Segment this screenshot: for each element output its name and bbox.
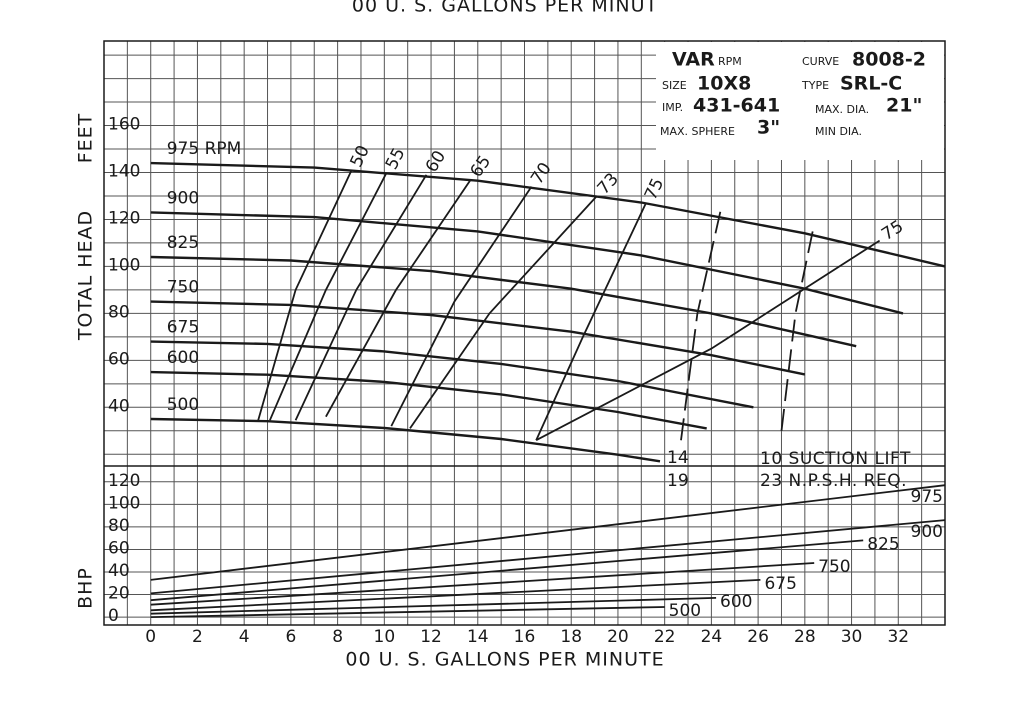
head-curve <box>150 300 806 376</box>
curve-label: 750 <box>167 278 199 298</box>
curve-label: 675 <box>167 318 199 338</box>
y2-tick-label: 120 <box>108 471 140 491</box>
x-tick-label: 30 <box>841 627 863 647</box>
info-size: 10X8 <box>697 73 751 95</box>
curve-label: 600 <box>167 348 199 368</box>
annotation: 10 SUCTION LIFT <box>760 449 911 469</box>
x-tick-label: 10 <box>374 627 396 647</box>
info-imp-label: IMP. <box>662 101 683 114</box>
info-type-label: TYPE <box>801 79 829 92</box>
efficiency-curve <box>269 172 388 421</box>
info-max-sphere: 3" <box>757 117 780 139</box>
head-curve <box>150 211 904 315</box>
bhp-curve <box>150 562 815 606</box>
info-max-dia: 21" <box>886 95 922 117</box>
info-curve: 8008-2 <box>852 49 926 71</box>
curve-label: 900 <box>911 522 943 542</box>
info-box: VAR RPM CURVE 8008-2 SIZE 10X8 TYPE SRL-… <box>656 42 944 160</box>
efficiency-curve <box>257 169 353 421</box>
y-axis-unit: FEET <box>75 113 97 164</box>
head-curve <box>150 370 707 430</box>
x-tick-label: 24 <box>701 627 723 647</box>
y2-tick-label: 80 <box>108 516 130 536</box>
y-tick-label: 100 <box>108 255 140 275</box>
efficiency-curve <box>409 195 598 429</box>
y2-tick-label: 100 <box>108 493 140 513</box>
x-tick-label: 14 <box>467 627 489 647</box>
curve-label: 825 <box>867 534 899 554</box>
bhp-curve <box>150 597 717 615</box>
curve-label: 500 <box>669 601 701 621</box>
npsh-curve <box>680 209 722 441</box>
npsh-curve <box>780 223 816 431</box>
y2-tick-label: 60 <box>108 538 130 558</box>
info-rpm-unit: RPM <box>718 55 742 68</box>
x-tick-label: 18 <box>560 627 582 647</box>
x-tick-label: 8 <box>332 627 343 647</box>
bhp-curve <box>150 519 946 595</box>
x-tick-label: 28 <box>794 627 816 647</box>
bhp-curve <box>150 539 864 602</box>
y-tick-label: 40 <box>108 396 130 416</box>
y-axis-label: TOTAL HEAD <box>75 210 97 341</box>
y2-tick-label: 20 <box>108 584 130 604</box>
y-tick-label: 80 <box>108 302 130 322</box>
x-tick-label: 20 <box>607 627 629 647</box>
top-label: 00 U. S. GALLONS PER MINUT <box>352 0 658 17</box>
x-tick-label: 16 <box>514 627 536 647</box>
head-curve <box>150 255 857 348</box>
efficiency-curve <box>390 186 533 427</box>
x-tick-label: 0 <box>145 627 156 647</box>
curve-label: 975 <box>911 487 943 507</box>
info-imp: 431-641 <box>693 95 780 117</box>
y2-axis-label: BHP <box>75 567 97 609</box>
curve-label: 675 <box>764 574 796 594</box>
curve-label: 975 RPM <box>167 139 242 159</box>
y2-tick-label: 0 <box>108 606 119 626</box>
npsh-label: 19 <box>667 471 689 491</box>
x-tick-label: 2 <box>192 627 203 647</box>
curve-label: 750 <box>818 557 850 577</box>
curve-label: 600 <box>720 592 752 612</box>
efficiency-curve <box>294 174 428 421</box>
info-max-dia-label: MAX. DIA. <box>815 103 869 116</box>
y-tick-label: 60 <box>108 349 130 369</box>
plot-frame <box>103 40 946 626</box>
annotation: 23 N.P.S.H. REQ. <box>760 471 907 491</box>
y2-tick-label: 40 <box>108 561 130 581</box>
info-background <box>656 42 944 160</box>
bhp-curve <box>150 579 761 612</box>
x-tick-label: 4 <box>239 627 250 647</box>
info-max-sphere-label: MAX. SPHERE <box>660 125 735 138</box>
bhp-curve <box>150 484 946 581</box>
head-curve <box>150 417 661 463</box>
npsh-label: 14 <box>667 448 689 468</box>
bhp-curve <box>150 606 665 618</box>
info-rpm: VAR <box>672 49 715 71</box>
curves <box>150 161 946 618</box>
y-tick-label: 160 <box>108 115 140 135</box>
x-tick-label: 32 <box>887 627 909 647</box>
y-tick-label: 140 <box>108 161 140 181</box>
head-curve <box>150 161 946 268</box>
curve-label: 900 <box>167 188 199 208</box>
info-min-dia-label: MIN DIA. <box>815 125 862 138</box>
x-tick-label: 26 <box>747 627 769 647</box>
info-size-label: SIZE <box>662 79 687 92</box>
info-curve-label: CURVE <box>802 55 839 68</box>
x-tick-label: 6 <box>285 627 296 647</box>
info-type: SRL-C <box>840 73 902 95</box>
labels: 0 2 4 6 8 10 12 14 16 18 20 22 24 26 28 30 3240608010012… <box>108 115 943 647</box>
y-tick-label: 120 <box>108 208 140 228</box>
efficiency-curve <box>535 202 647 441</box>
x-tick-label: 12 <box>420 627 442 647</box>
efficiency-curve <box>325 178 472 418</box>
curve-label: 825 <box>167 233 199 253</box>
x-axis-label: 00 U. S. GALLONS PER MINUTE <box>345 649 664 671</box>
curve-label: 500 <box>167 395 199 415</box>
efficiency-curve <box>535 239 881 441</box>
x-tick-label: 22 <box>654 627 676 647</box>
